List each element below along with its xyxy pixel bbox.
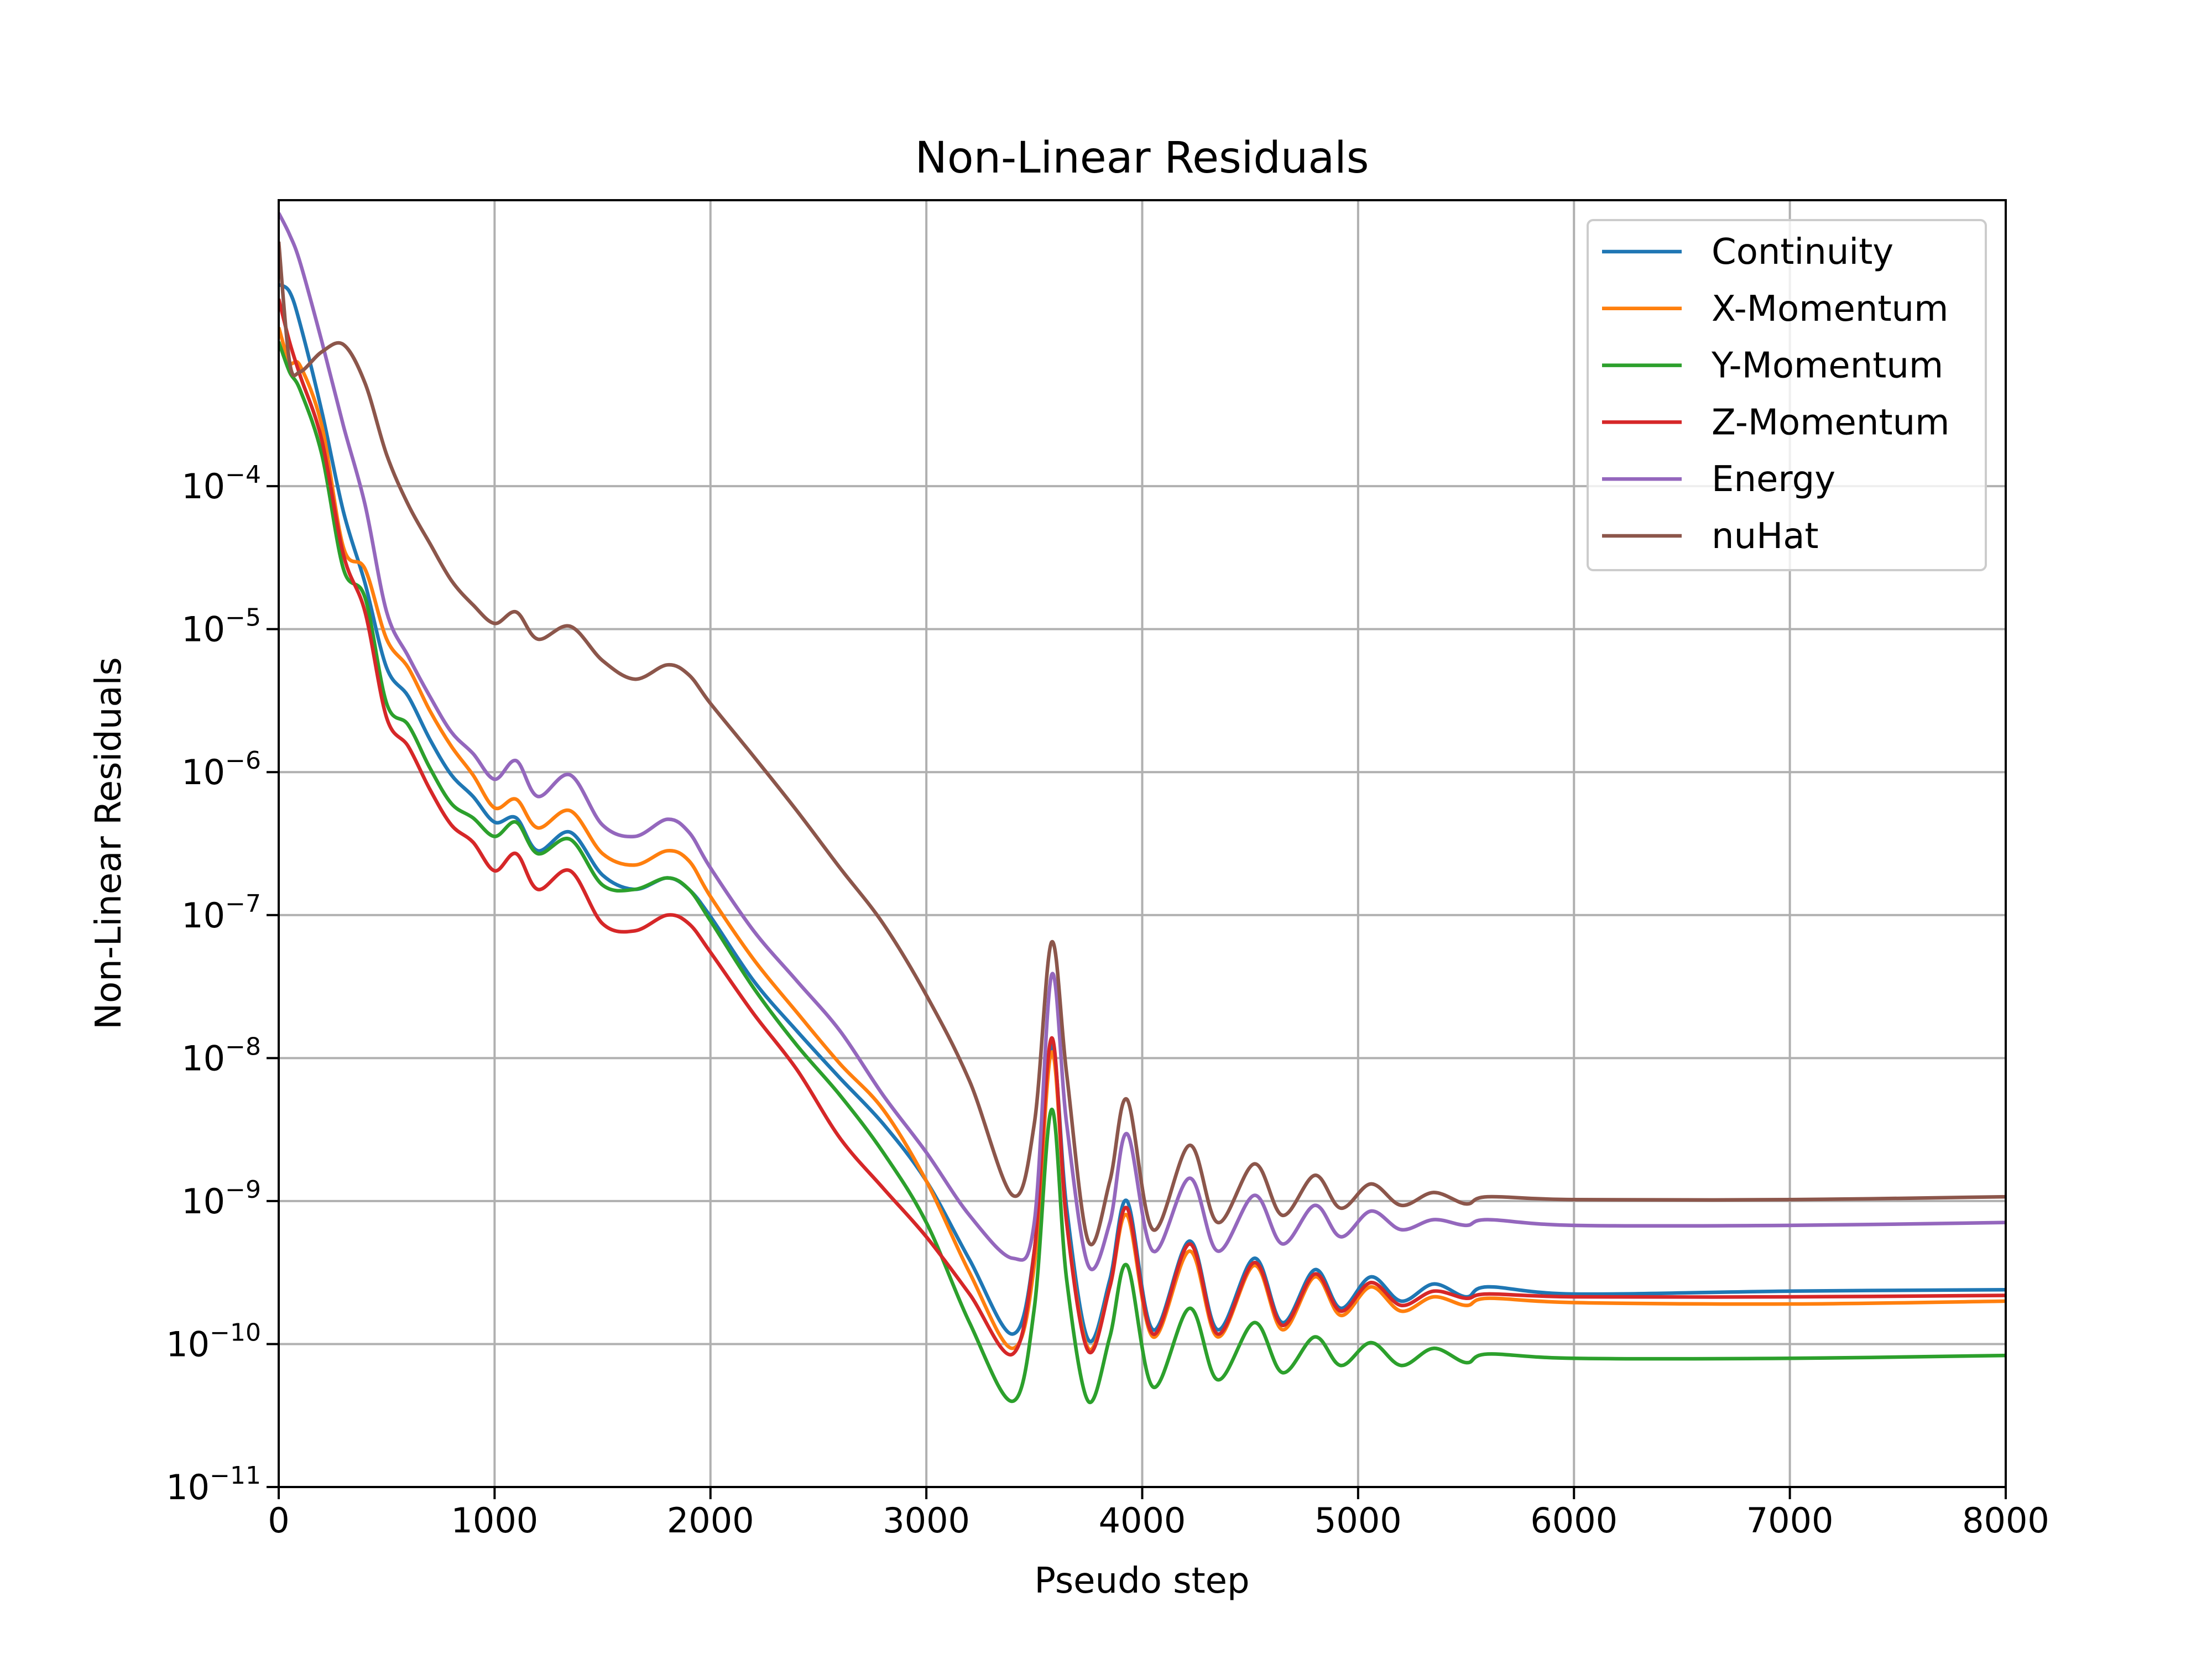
x-tick-label: 3000 <box>883 1500 970 1541</box>
legend-box <box>1587 219 1987 571</box>
x-tick-label: 1000 <box>451 1500 538 1541</box>
legend-label-z-momentum: Z-Momentum <box>1712 402 1949 443</box>
series-line-z-momentum <box>279 298 2006 1357</box>
y-tick-label: 10−8 <box>181 1032 261 1078</box>
legend-label-energy: Energy <box>1712 459 1835 500</box>
x-tick-label: 2000 <box>667 1500 754 1541</box>
series-line-nuhat <box>279 241 2006 1246</box>
legend: Continuity X-Momentum Y-Momentum Z-Momentum… <box>1587 219 1987 571</box>
x-tick-label: 5000 <box>1314 1500 1402 1541</box>
series-line-energy <box>279 212 2006 1271</box>
y-tick-label: 10−6 <box>181 747 261 792</box>
y-tick-label: 10−9 <box>181 1176 261 1222</box>
series-line-continuity <box>279 283 2006 1344</box>
y-tick-label: 10−11 <box>166 1462 261 1507</box>
x-tick-label: 7000 <box>1746 1500 1834 1541</box>
y-tick-label: 10−5 <box>181 604 261 650</box>
chart-title: Non-Linear Residuals <box>915 133 1369 183</box>
legend-label-continuity: Continuity <box>1712 232 1893 273</box>
y-tick-label: 10−7 <box>181 890 261 936</box>
legend-label-y-momentum: Y-Momentum <box>1711 346 1943 387</box>
legend-label-x-momentum: X-Momentum <box>1712 289 1948 330</box>
series-lines <box>279 212 2006 1405</box>
axis-ticks: 0 1000 2000 3000 4000 5000 6000 7000 8000 10−11 10… <box>166 461 2049 1541</box>
x-tick-label: 0 <box>268 1500 289 1541</box>
y-axis-label: Non-Linear Residuals <box>88 657 129 1030</box>
legend-label-nuhat: nuHat <box>1712 516 1819 557</box>
series-line-y-momentum <box>279 341 2006 1405</box>
y-tick-label: 10−10 <box>166 1318 261 1364</box>
x-tick-label: 4000 <box>1099 1500 1186 1541</box>
y-tick-label: 10−4 <box>181 461 261 507</box>
x-tick-label: 8000 <box>1962 1500 2049 1541</box>
x-axis-label: Pseudo step <box>1034 1561 1249 1601</box>
x-tick-label: 6000 <box>1530 1500 1618 1541</box>
